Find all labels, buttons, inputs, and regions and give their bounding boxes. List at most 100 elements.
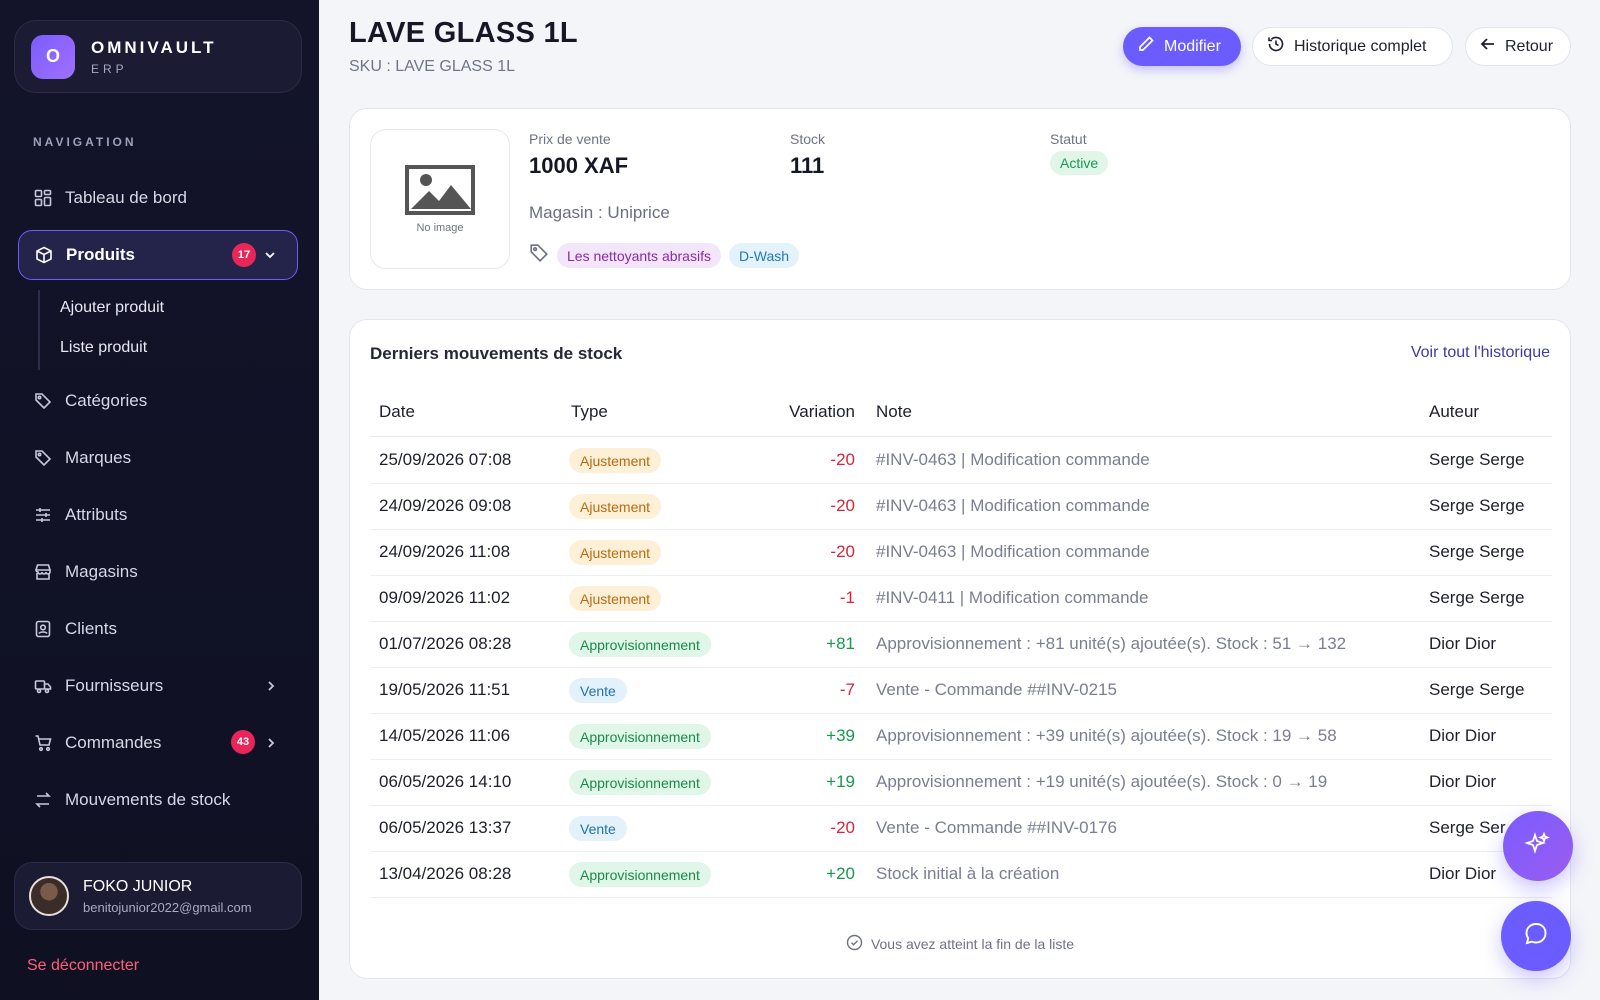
type-badge: Vente (569, 678, 627, 703)
category-tag[interactable]: Les nettoyants abrasifs (557, 243, 721, 268)
brand-logo: O (31, 34, 75, 79)
column-header-author[interactable]: Auteur (1429, 402, 1480, 421)
sidebar-item-attributes[interactable]: Attributs (18, 490, 298, 540)
brand-card[interactable]: O OMNIVAULT ERP (14, 20, 302, 93)
cell-date: 19/05/2026 11:51 (379, 680, 511, 699)
sidebar-item-products[interactable]: Produits 17 (18, 230, 298, 280)
stock-value: 111 (790, 153, 825, 178)
tag-icon (33, 448, 53, 468)
end-of-list-message: Vous avez atteint la fin de la liste (350, 934, 1570, 954)
user-name: FOKO JUNIOR (83, 877, 193, 895)
cell-note: #INV-0463 | Modification commande (876, 450, 1150, 469)
type-badge: Ajustement (569, 540, 662, 565)
sidebar-item-clients[interactable]: Clients (18, 604, 298, 654)
user-email: benitojunior2022@gmail.com (83, 899, 252, 915)
tags-row: Les nettoyants abrasifs D-Wash (529, 243, 800, 268)
table-row[interactable]: 13/04/2026 08:28 Approvisionnement +20 Stoc… (370, 851, 1552, 898)
sidebar-item-stores[interactable]: Magasins (18, 547, 298, 597)
type-badge: Ajustement (569, 494, 662, 519)
chat-button[interactable] (1501, 901, 1571, 971)
product-summary-card: No image Prix de vente 1000 XAF Stock 11… (349, 108, 1571, 290)
table-row[interactable]: 19/05/2026 11:51 Vente -7 Vente - Commande … (370, 667, 1552, 714)
orders-count-badge: 43 (231, 730, 255, 754)
cell-variation: -20 (830, 542, 855, 561)
edit-button-label: Modifier (1164, 37, 1221, 55)
sidebar-item-dashboard[interactable]: Tableau de bord (18, 173, 298, 223)
sidebar-subitem-add-product[interactable]: Ajouter produit (60, 299, 165, 316)
user-card[interactable]: FOKO JUNIOR benitojunior2022@gmail.com (14, 862, 302, 930)
box-icon (34, 245, 54, 265)
brand-tag[interactable]: D-Wash (728, 243, 800, 268)
type-badge: Ajustement (569, 586, 662, 611)
type-badge: Vente (569, 816, 627, 841)
cell-variation: +81 (826, 634, 855, 653)
column-header-date[interactable]: Date (379, 402, 415, 421)
stock-moves-title: Derniers mouvements de stock (370, 344, 623, 363)
cell-date: 06/05/2026 14:10 (379, 772, 512, 791)
sidebar-item-suppliers[interactable]: Fournisseurs (18, 661, 298, 711)
sidebar-item-categories[interactable]: Catégories (18, 376, 298, 426)
back-button[interactable]: Retour (1465, 27, 1571, 66)
cell-date: 01/07/2026 08:28 (379, 634, 512, 653)
table-row[interactable]: 25/09/2026 07:08 Ajustement -20 #INV-0463 |… (370, 437, 1552, 484)
sidebar-item-stock-moves[interactable]: Mouvements de stock (18, 775, 298, 825)
full-history-button[interactable]: Historique complet (1252, 27, 1453, 66)
cell-variation: -20 (830, 450, 855, 469)
type-badge: Approvisionnement (569, 724, 711, 749)
column-header-variation[interactable]: Variation (789, 402, 855, 421)
sidebar-item-orders[interactable]: Commandes 43 (18, 718, 298, 768)
sidebar-item-brands[interactable]: Marques (18, 433, 298, 483)
sidebar-item-label: Attributs (65, 505, 128, 524)
cell-note: #INV-0463 | Modification commande (876, 542, 1150, 561)
cell-note: Vente - Commande ##INV-0215 (876, 680, 1117, 699)
sidebar-subitem-list-product[interactable]: Liste produit (60, 339, 148, 356)
cell-author: Dior Dior (1429, 634, 1497, 653)
table-row[interactable]: 14/05/2026 11:06 Approvisionnement +39 Appr… (370, 713, 1552, 760)
table-row[interactable]: 06/05/2026 13:37 Vente -20 Vente - Commande… (370, 805, 1552, 852)
column-header-note[interactable]: Note (876, 402, 912, 421)
table-row[interactable]: 01/07/2026 08:28 Approvisionnement +81 Appr… (370, 621, 1552, 668)
cell-variation: -7 (839, 680, 855, 699)
end-of-list-text: Vous avez atteint la fin de la liste (870, 936, 1075, 952)
chevron-right-icon[interactable] (264, 736, 278, 750)
brand-name: OMNIVAULT (91, 37, 217, 57)
brand-sub: ERP (91, 61, 128, 76)
status-label: Statut (1050, 131, 1087, 147)
table-row[interactable]: 09/09/2026 11:02 Ajustement -1 #INV-0411 | … (370, 575, 1552, 622)
table-row[interactable]: 06/05/2026 14:10 Approvisionnement +19 Appr… (370, 759, 1552, 806)
price-value: 1000 XAF (529, 153, 629, 178)
see-all-history-link[interactable]: Voir tout l'historique (1410, 344, 1550, 361)
cell-note: Vente - Commande ##INV-0176 (876, 818, 1117, 837)
table-row[interactable]: 24/09/2026 11:08 Ajustement -20 #INV-0463 |… (370, 529, 1552, 576)
type-badge: Ajustement (569, 448, 662, 473)
avatar (29, 876, 69, 916)
ai-assistant-button[interactable] (1503, 811, 1573, 881)
edit-button[interactable]: Modifier (1123, 27, 1241, 66)
stock-label: Stock (790, 131, 826, 147)
cell-author: Serge Serge (1429, 588, 1525, 607)
column-header-type[interactable]: Type (571, 402, 608, 421)
type-badge: Approvisionnement (569, 862, 711, 887)
price-label: Prix de vente (529, 131, 611, 147)
back-button-label: Retour (1505, 37, 1554, 55)
sidebar-item-label: Catégories (65, 391, 148, 410)
arrow-left-icon (1480, 36, 1496, 57)
history-icon (1267, 35, 1285, 58)
cell-variation: +39 (826, 726, 855, 745)
truck-icon (33, 676, 53, 696)
cell-variation: -20 (830, 818, 855, 837)
cart-icon (33, 733, 53, 753)
page-title: LAVE GLASS 1L (349, 17, 578, 49)
store-icon (33, 562, 53, 582)
chevron-down-icon[interactable] (263, 248, 277, 262)
swap-arrows-icon (33, 790, 53, 810)
cell-author: Serge Serge (1429, 496, 1525, 515)
tag-icon (529, 243, 549, 268)
sidebar: O OMNIVAULT ERP NAVIGATION Tableau de bo… (0, 0, 319, 1000)
cell-author: Dior Dior (1429, 772, 1497, 791)
logout-link[interactable]: Se déconnecter (27, 957, 140, 974)
chevron-right-icon[interactable] (264, 679, 278, 693)
check-circle-icon (846, 934, 863, 954)
table-row[interactable]: 24/09/2026 09:08 Ajustement -20 #INV-0463 |… (370, 483, 1552, 530)
type-badge: Approvisionnement (569, 770, 711, 795)
